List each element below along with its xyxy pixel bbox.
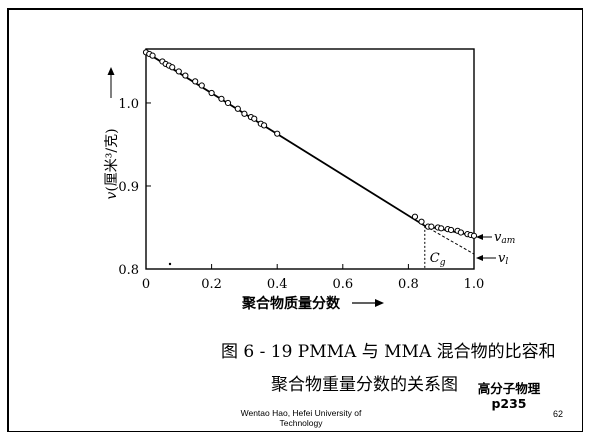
author-line2: Technology	[279, 418, 323, 428]
series-line-v_l	[424, 225, 475, 255]
x-tick-label: 0.8	[398, 277, 419, 292]
data-point	[241, 110, 248, 117]
y-tick-label: 1.0	[118, 97, 139, 112]
vam-label: vam	[494, 230, 515, 246]
y-axis-symbol: v	[104, 192, 120, 200]
cg-label-main: C	[430, 251, 440, 266]
data-point	[208, 89, 215, 97]
data-points	[142, 49, 478, 239]
x-tick-label: 0	[142, 277, 150, 292]
x-ticks: 0 0.2 0.4 0.6 0.8 1.0	[142, 264, 484, 292]
x-tick-label: 0.2	[201, 277, 222, 292]
y-axis-label: v(厘米³/克)	[104, 128, 120, 199]
x-tick-label: 1.0	[464, 277, 485, 292]
y-ticks: 0.8 0.9 1.0	[118, 97, 151, 278]
figure-caption-line2: 聚合物重量分数的关系图	[271, 375, 458, 395]
cg-label: Cg	[430, 251, 446, 268]
vl-subscript: l	[505, 257, 508, 267]
data-point	[274, 130, 281, 137]
slide-frame	[7, 8, 583, 432]
author-line1: Wentao Hao, Hefei University of	[240, 408, 362, 418]
x-tick-label: 0.6	[332, 277, 353, 292]
vam-symbol: v	[494, 230, 502, 245]
vl-label: vl	[498, 251, 508, 267]
y-axis-unit: (厘米³/克)	[104, 128, 120, 191]
data-point	[251, 115, 258, 122]
page-number: 62	[553, 409, 564, 419]
vam-annotation: vam	[476, 230, 515, 246]
plot-frame	[145, 48, 475, 270]
figure-caption-line1: 图 6 - 19 PMMA 与 MMA 混合物的比容和	[221, 342, 556, 362]
y-axis-title: v(厘米³/克)	[104, 67, 120, 200]
data-point	[175, 68, 182, 75]
vl-symbol: v	[498, 251, 506, 266]
y-tick-label: 0.9	[118, 180, 139, 195]
data-point	[457, 229, 464, 236]
vl-annotation: vl	[476, 251, 508, 267]
author-footer: Wentao Hao, Hefei University of Technolo…	[215, 408, 387, 428]
data-point	[438, 225, 445, 232]
vam-arrow-icon	[476, 234, 483, 240]
y-axis-arrow-icon	[107, 67, 115, 75]
data-point	[182, 72, 189, 79]
data-point	[169, 64, 176, 71]
vl-arrow-icon	[476, 255, 483, 261]
y-tick-label: 0.8	[118, 263, 139, 278]
data-point	[470, 232, 478, 239]
data-point	[218, 95, 225, 102]
data-point	[224, 99, 232, 107]
data-point	[260, 122, 268, 129]
cg-label-subscript: g	[440, 258, 446, 268]
data-point	[411, 213, 419, 220]
course-reference: 高分子物理 p235	[464, 381, 554, 411]
x-axis-label: 聚合物质量分数	[241, 295, 341, 312]
right-arrow-icon	[375, 299, 384, 307]
data-point	[192, 78, 199, 85]
course-title: 高分子物理	[477, 381, 541, 396]
data-point	[447, 226, 455, 234]
course-page: p235	[491, 396, 527, 411]
data-point	[149, 52, 156, 59]
vam-subscript: am	[501, 236, 515, 246]
data-point	[198, 82, 205, 89]
data-point	[418, 218, 425, 225]
x-tick-label: 0.4	[267, 277, 288, 292]
data-point	[428, 223, 435, 230]
data-point	[234, 105, 241, 112]
stray-dot	[168, 262, 172, 266]
